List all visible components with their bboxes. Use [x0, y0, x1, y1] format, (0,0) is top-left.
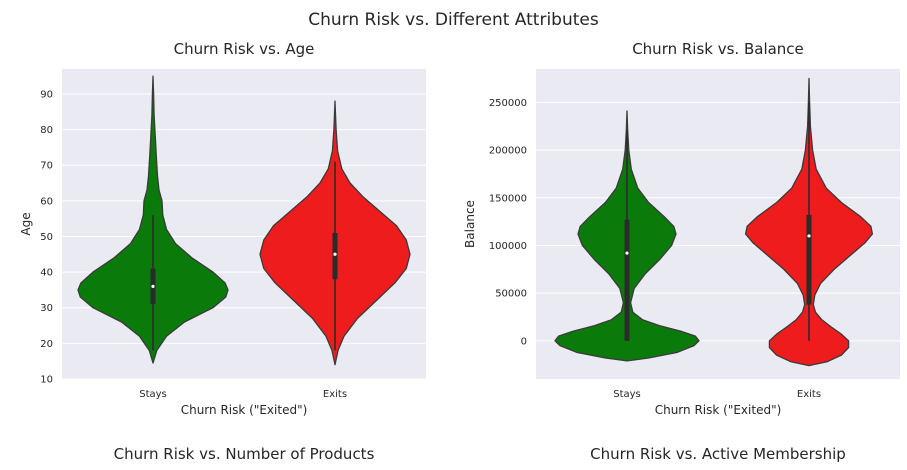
balance-y-axis-label: Balance	[463, 200, 477, 248]
age-ytick-label: 40	[40, 268, 53, 279]
balance-xtick-label: Stays	[613, 389, 641, 400]
figure-title: Churn Risk vs. Different Attributes	[308, 10, 599, 30]
age-ytick-label: 50	[40, 232, 53, 243]
age-xtick-label: Stays	[139, 389, 167, 400]
balance-x-axis-label: Churn Risk ("Exited")	[655, 403, 782, 417]
age-ytick-label: 90	[40, 89, 53, 100]
balance-iqr-box-exits	[806, 214, 812, 305]
balance-median-point-exits	[807, 234, 811, 238]
age-iqr-box-exits	[332, 232, 338, 280]
balance-ytick-label: 250000	[489, 98, 527, 109]
balance-ytick-label: 200000	[489, 146, 527, 157]
age-ytick-label: 60	[40, 196, 53, 207]
balance-median-point-stays	[625, 251, 629, 255]
age-ytick-label: 20	[40, 339, 53, 350]
age-median-point-stays	[151, 284, 155, 288]
age-ytick-label: 30	[40, 303, 53, 314]
bottom-right-chart-title: Churn Risk vs. Active Membership	[590, 445, 846, 463]
left-chart-title: Churn Risk vs. Age	[173, 40, 315, 58]
bottom-left-chart-title: Churn Risk vs. Number of Products	[113, 445, 375, 463]
balance-ytick-label: 0	[521, 336, 527, 347]
balance-ytick-label: 150000	[489, 193, 527, 204]
age-ytick-label: 70	[40, 161, 53, 172]
age-chart: 10 20 30 40 50 60 70 80 90 Stays Exits Churn Risk (…	[19, 69, 426, 417]
balance-ytick-label: 50000	[495, 289, 527, 300]
age-xtick-label: Exits	[323, 389, 347, 400]
age-ytick-label: 80	[40, 125, 53, 136]
age-median-point-exits	[333, 252, 337, 256]
age-y-axis-label: Age	[19, 212, 33, 235]
age-x-axis-label: Churn Risk ("Exited")	[181, 403, 308, 417]
balance-ytick-label: 100000	[489, 241, 527, 252]
right-chart-title: Churn Risk vs. Balance	[632, 40, 804, 58]
balance-chart: 0 50000 100000 150000 200000 250000 Stays Exits…	[463, 69, 900, 417]
balance-xtick-label: Exits	[797, 389, 821, 400]
balance-iqr-box-stays	[624, 219, 630, 341]
age-ytick-label: 10	[40, 375, 53, 386]
